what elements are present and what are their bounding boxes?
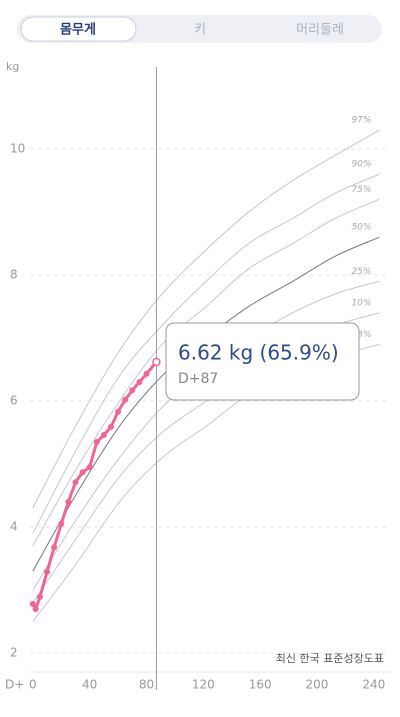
percentile-label: 97%: [351, 116, 371, 126]
measurement-point: [58, 520, 65, 527]
measurement-point: [51, 544, 58, 551]
x-tick-label: 240: [362, 678, 385, 692]
measurement-point: [136, 379, 143, 386]
percentile-label: 90%: [351, 160, 371, 170]
measurement-line: [31, 360, 158, 613]
percentile-label: 50%: [351, 223, 371, 233]
percentile-label: 25%: [351, 267, 371, 277]
y-axis-label: kg: [6, 60, 19, 73]
measurement-point: [36, 594, 43, 601]
measurement-point: [32, 605, 39, 612]
percentile-label: 10%: [351, 298, 371, 308]
x-tick-label: 160: [249, 678, 272, 692]
percentile-line: [32, 173, 380, 534]
measurement-point: [86, 464, 93, 471]
caption: 최신 한국 표준성장도표: [276, 652, 384, 665]
percentile-line: [32, 236, 380, 572]
tooltip-box: [165, 322, 360, 401]
measurement-point: [152, 357, 161, 367]
y-tick-label: 6: [10, 394, 18, 408]
percentile-line: [32, 198, 380, 547]
x-tick-label: 80: [139, 678, 154, 692]
x-tick-label: 200: [306, 678, 329, 692]
measurement-point: [44, 568, 51, 575]
measurement-point: [93, 438, 100, 445]
x-tick-label: 120: [192, 678, 215, 692]
x-axis-label: D+: [5, 678, 24, 692]
y-tick-label: 8: [10, 267, 18, 281]
tab[interactable]: 키: [194, 23, 206, 38]
measurement-point: [72, 479, 79, 486]
x-tick-label: 40: [82, 678, 97, 692]
measurement-point: [100, 432, 107, 439]
measurement-point: [129, 387, 136, 394]
tooltip-value: 6.62 kg (65.9%): [178, 341, 339, 365]
measurement-point: [122, 396, 129, 403]
y-tick-label: 4: [10, 520, 18, 534]
measurement-point: [107, 423, 114, 430]
y-tick-label: 10: [10, 141, 25, 155]
tab[interactable]: 몸무게: [60, 23, 96, 38]
measurement-point: [143, 370, 150, 377]
measurement-point: [79, 469, 86, 476]
plot: 2 4 6 8 10 0 40 80 120 160 200 240 97% 90% 75% 50% 25% 10…: [10, 67, 390, 692]
y-tick-label: 2: [10, 646, 18, 660]
percentile-label: 3%: [357, 330, 371, 340]
percentile-label: 75%: [351, 185, 371, 195]
x-tick-label: 0: [29, 678, 37, 692]
measurement-point: [65, 498, 72, 505]
percentile-line: [32, 129, 380, 509]
tooltip-day: D+87: [178, 371, 218, 387]
tab[interactable]: 머리둘레: [296, 23, 344, 38]
tooltip: 6.62 kg (65.9%) D+87: [165, 322, 360, 401]
measurement-point: [115, 408, 122, 415]
tab-selected-bg: [20, 16, 137, 42]
measurement-point: [29, 600, 36, 607]
